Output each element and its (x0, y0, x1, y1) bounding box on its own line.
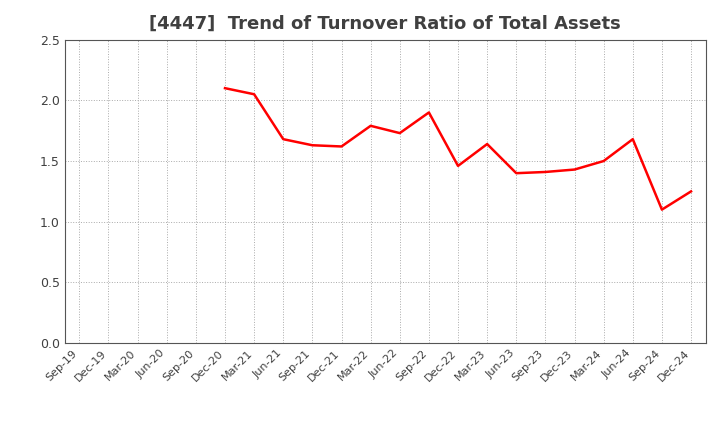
Title: [4447]  Trend of Turnover Ratio of Total Assets: [4447] Trend of Turnover Ratio of Total … (149, 15, 621, 33)
